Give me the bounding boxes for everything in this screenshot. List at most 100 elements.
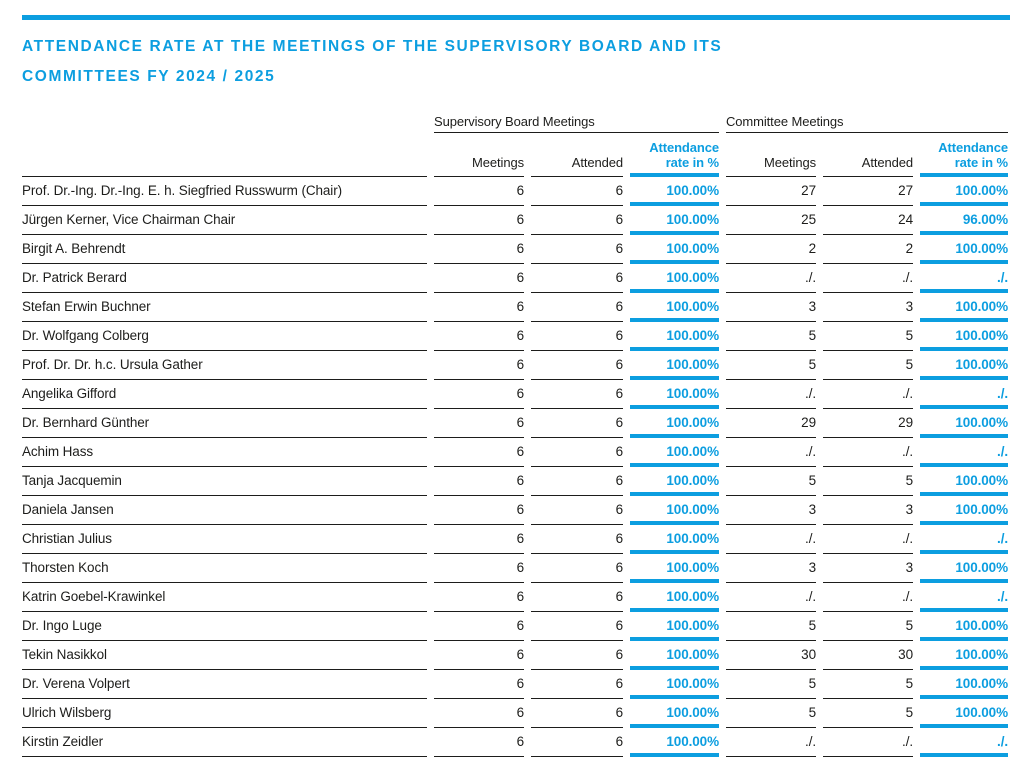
sb-meetings-value: 6 bbox=[434, 206, 524, 235]
table-body: Prof. Dr.-Ing. Dr.-Ing. E. h. Siegfried … bbox=[22, 177, 1010, 757]
sb-meetings-value: 6 bbox=[434, 264, 524, 293]
cm-rate-header-line1: Attendance bbox=[938, 140, 1008, 155]
sb-meetings-value: 6 bbox=[434, 525, 524, 554]
sb-meetings-value: 6 bbox=[434, 409, 524, 438]
sb-rate-header-line1: Attendance bbox=[649, 140, 719, 155]
sb-attendance-rate-value: 100.00% bbox=[630, 380, 719, 409]
cm-attended-column-header: Attended bbox=[823, 133, 913, 177]
sb-attended-value: 6 bbox=[531, 699, 623, 728]
accent-top-rule bbox=[22, 15, 1010, 20]
member-name: Kirstin Zeidler bbox=[22, 728, 427, 757]
sb-attendance-rate-value: 100.00% bbox=[630, 612, 719, 641]
sb-meetings-value: 6 bbox=[434, 728, 524, 757]
sb-attended-value: 6 bbox=[531, 728, 623, 757]
cm-attendance-rate-value: 100.00% bbox=[920, 554, 1008, 583]
cm-meetings-value: ./. bbox=[726, 380, 816, 409]
attendance-table: Supervisory Board Meetings Committee Mee… bbox=[22, 112, 1010, 757]
sb-rate-header-line2: rate in % bbox=[665, 155, 719, 170]
sb-attendance-rate-value: 100.00% bbox=[630, 670, 719, 699]
sb-meetings-value: 6 bbox=[434, 177, 524, 206]
sb-attended-value: 6 bbox=[531, 670, 623, 699]
table-row: Tekin Nasikkol 6 6 100.00% 30 30 100.00% bbox=[22, 641, 1010, 670]
sb-attendance-rate-value: 100.00% bbox=[630, 177, 719, 206]
sb-attended-value: 6 bbox=[531, 554, 623, 583]
cm-attendance-rate-value: ./. bbox=[920, 583, 1008, 612]
sb-attended-value: 6 bbox=[531, 206, 623, 235]
group-header-committee: Committee Meetings bbox=[726, 112, 1008, 133]
member-name: Achim Hass bbox=[22, 438, 427, 467]
cm-meetings-column-header: Meetings bbox=[726, 133, 816, 177]
cm-meetings-value: 30 bbox=[726, 641, 816, 670]
member-name: Dr. Patrick Berard bbox=[22, 264, 427, 293]
cm-attended-value: 5 bbox=[823, 322, 913, 351]
member-name: Tanja Jacquemin bbox=[22, 467, 427, 496]
table-row: Dr. Verena Volpert 6 6 100.00% 5 5 100.0… bbox=[22, 670, 1010, 699]
cm-attended-value: ./. bbox=[823, 438, 913, 467]
cm-attendance-rate-value: 100.00% bbox=[920, 699, 1008, 728]
sb-attendance-rate-value: 100.00% bbox=[630, 467, 719, 496]
sb-meetings-column-header: Meetings bbox=[434, 133, 524, 177]
member-name: Dr. Bernhard Günther bbox=[22, 409, 427, 438]
cm-meetings-value: 5 bbox=[726, 699, 816, 728]
cm-attendance-rate-value: 100.00% bbox=[920, 496, 1008, 525]
cm-meetings-value: 3 bbox=[726, 496, 816, 525]
member-name: Dr. Ingo Luge bbox=[22, 612, 427, 641]
cm-attended-value: ./. bbox=[823, 583, 913, 612]
sb-attended-value: 6 bbox=[531, 177, 623, 206]
sb-attended-value: 6 bbox=[531, 235, 623, 264]
cm-meetings-value: ./. bbox=[726, 583, 816, 612]
table-row: Birgit A. Behrendt 6 6 100.00% 2 2 100.0… bbox=[22, 235, 1010, 264]
cm-attended-value: 5 bbox=[823, 699, 913, 728]
table-row: Prof. Dr. Dr. h.c. Ursula Gather 6 6 100… bbox=[22, 351, 1010, 380]
cm-meetings-value: 3 bbox=[726, 293, 816, 322]
group-header-spacer bbox=[22, 112, 427, 133]
cm-attendance-rate-value: 100.00% bbox=[920, 293, 1008, 322]
sb-attendance-rate-value: 100.00% bbox=[630, 293, 719, 322]
report-page: ATTENDANCE RATE AT THE MEETINGS OF THE S… bbox=[22, 15, 1010, 757]
cm-attendance-rate-value: ./. bbox=[920, 380, 1008, 409]
sb-attended-value: 6 bbox=[531, 525, 623, 554]
cm-meetings-value: 25 bbox=[726, 206, 816, 235]
sb-attendance-rate-value: 100.00% bbox=[630, 264, 719, 293]
cm-attended-value: ./. bbox=[823, 380, 913, 409]
cm-attended-value: ./. bbox=[823, 728, 913, 757]
table-row: Ulrich Wilsberg 6 6 100.00% 5 5 100.00% bbox=[22, 699, 1010, 728]
member-name: Daniela Jansen bbox=[22, 496, 427, 525]
member-name: Thorsten Koch bbox=[22, 554, 427, 583]
cm-attended-value: 30 bbox=[823, 641, 913, 670]
sb-meetings-value: 6 bbox=[434, 670, 524, 699]
sb-attendance-rate-value: 100.00% bbox=[630, 438, 719, 467]
cm-attendance-rate-value: 100.00% bbox=[920, 351, 1008, 380]
cm-attendance-rate-value: 100.00% bbox=[920, 177, 1008, 206]
sb-attended-value: 6 bbox=[531, 612, 623, 641]
sb-attended-column-header: Attended bbox=[531, 133, 623, 177]
cm-meetings-value: 27 bbox=[726, 177, 816, 206]
table-row: Dr. Bernhard Günther 6 6 100.00% 29 29 1… bbox=[22, 409, 1010, 438]
cm-meetings-value: ./. bbox=[726, 525, 816, 554]
cm-meetings-value: ./. bbox=[726, 728, 816, 757]
cm-attended-value: 3 bbox=[823, 496, 913, 525]
cm-meetings-value: 5 bbox=[726, 612, 816, 641]
cm-attendance-rate-value: 100.00% bbox=[920, 235, 1008, 264]
sb-meetings-value: 6 bbox=[434, 612, 524, 641]
table-row: Achim Hass 6 6 100.00% ./. ./. ./. bbox=[22, 438, 1010, 467]
table-row: Angelika Gifford 6 6 100.00% ./. ./. ./. bbox=[22, 380, 1010, 409]
sb-meetings-value: 6 bbox=[434, 641, 524, 670]
cm-meetings-value: 3 bbox=[726, 554, 816, 583]
sb-attendance-rate-value: 100.00% bbox=[630, 583, 719, 612]
member-name: Ulrich Wilsberg bbox=[22, 699, 427, 728]
cm-attendance-rate-value: 100.00% bbox=[920, 612, 1008, 641]
page-title-line2: COMMITTEES FY 2024 / 2025 bbox=[22, 68, 276, 85]
cm-attended-value: 5 bbox=[823, 351, 913, 380]
sb-attendance-rate-value: 100.00% bbox=[630, 409, 719, 438]
sb-attendance-rate-value: 100.00% bbox=[630, 322, 719, 351]
cm-attendance-rate-value: ./. bbox=[920, 525, 1008, 554]
member-name: Prof. Dr. Dr. h.c. Ursula Gather bbox=[22, 351, 427, 380]
group-header-supervisory-board: Supervisory Board Meetings bbox=[434, 112, 719, 133]
member-name: Jürgen Kerner, Vice Chairman Chair bbox=[22, 206, 427, 235]
cm-attendance-rate-value: 100.00% bbox=[920, 641, 1008, 670]
table-row: Dr. Ingo Luge 6 6 100.00% 5 5 100.00% bbox=[22, 612, 1010, 641]
table-row: Daniela Jansen 6 6 100.00% 3 3 100.00% bbox=[22, 496, 1010, 525]
name-column-header bbox=[22, 133, 427, 177]
cm-attended-value: 5 bbox=[823, 467, 913, 496]
